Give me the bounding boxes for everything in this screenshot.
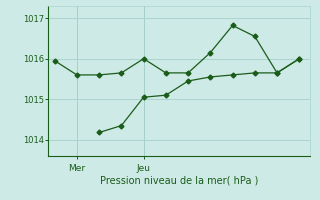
X-axis label: Pression niveau de la mer( hPa ): Pression niveau de la mer( hPa ) — [100, 175, 258, 185]
